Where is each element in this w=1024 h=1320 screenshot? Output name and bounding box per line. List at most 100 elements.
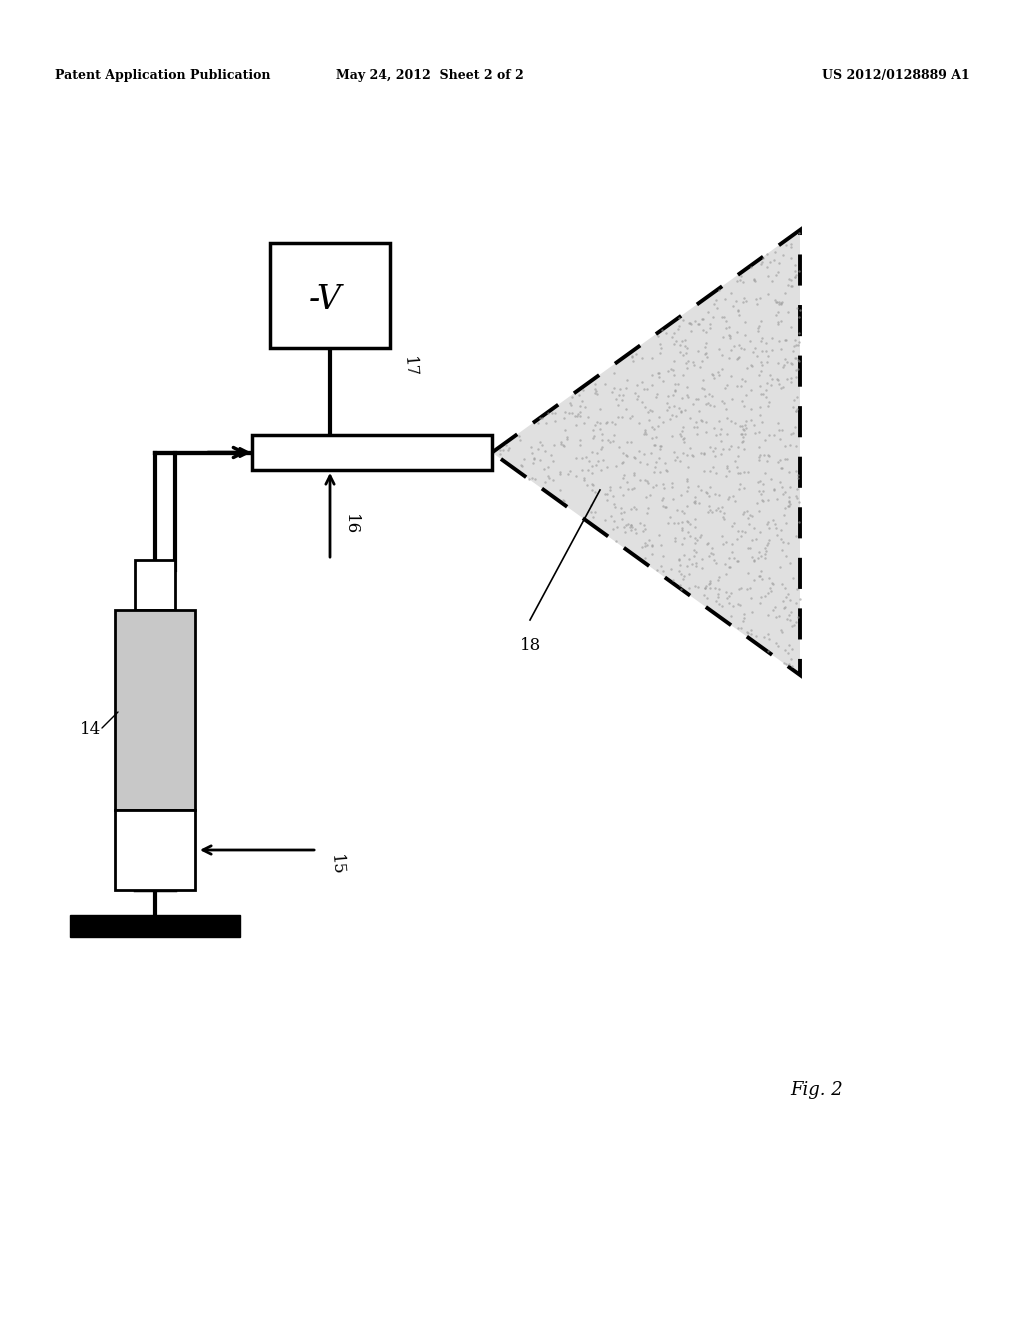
Point	[686, 354, 702, 375]
Point	[625, 405, 641, 426]
Point	[614, 451, 631, 473]
Point	[782, 372, 799, 393]
Point	[701, 395, 718, 416]
Point	[718, 564, 734, 585]
Point	[603, 506, 620, 527]
Point	[788, 486, 805, 507]
Point	[578, 446, 594, 467]
Point	[763, 581, 779, 602]
Point	[754, 412, 770, 433]
Point	[658, 459, 675, 480]
Point	[628, 523, 644, 544]
Point	[780, 486, 797, 507]
Point	[568, 405, 585, 426]
Point	[772, 378, 788, 399]
Point	[725, 294, 741, 315]
Point	[654, 560, 671, 581]
Point	[666, 322, 682, 343]
Point	[647, 474, 664, 495]
Point	[555, 434, 571, 455]
Point	[627, 383, 643, 404]
Point	[606, 424, 623, 445]
Point	[667, 531, 683, 552]
Point	[689, 577, 706, 598]
Text: Patent Application Publication: Patent Application Publication	[55, 69, 270, 82]
Point	[678, 352, 694, 374]
Point	[743, 546, 760, 568]
Point	[637, 420, 653, 441]
Point	[552, 462, 568, 483]
Point	[555, 490, 571, 511]
Point	[667, 528, 683, 549]
Point	[649, 384, 666, 405]
Point	[711, 362, 727, 383]
Point	[585, 474, 601, 495]
Point	[701, 496, 718, 517]
Point	[776, 640, 793, 661]
Point	[788, 578, 805, 599]
Point	[717, 553, 733, 574]
Point	[530, 438, 547, 459]
Point	[752, 364, 768, 385]
Point	[718, 466, 734, 487]
Point	[671, 315, 687, 337]
Point	[699, 393, 716, 414]
Point	[735, 438, 752, 459]
Point	[669, 499, 685, 520]
Point	[676, 544, 692, 565]
Point	[679, 496, 695, 517]
Point	[637, 536, 653, 557]
Point	[710, 583, 726, 605]
Point	[698, 587, 715, 609]
Point	[787, 335, 804, 356]
Point	[694, 309, 711, 330]
Point	[767, 597, 783, 618]
Point	[743, 623, 760, 644]
Point	[745, 550, 762, 572]
Point	[746, 337, 763, 358]
Point	[697, 577, 714, 598]
Point	[638, 487, 654, 508]
Point	[644, 400, 660, 421]
Point	[733, 375, 750, 396]
Point	[665, 359, 681, 380]
Point	[761, 446, 777, 467]
Point	[557, 420, 573, 441]
Point	[720, 488, 736, 510]
Point	[757, 463, 773, 484]
Point	[721, 593, 737, 614]
Point	[773, 573, 790, 594]
Point	[511, 425, 527, 446]
Point	[695, 379, 712, 400]
Point	[677, 399, 693, 420]
Point	[634, 520, 650, 541]
Point	[707, 293, 723, 314]
Point	[760, 282, 776, 304]
Point	[734, 424, 751, 445]
Bar	[135, 560, 175, 610]
Point	[655, 474, 672, 495]
Point	[783, 639, 800, 660]
Point	[568, 414, 585, 436]
Point	[650, 447, 667, 469]
Point	[664, 405, 680, 426]
Point	[732, 474, 749, 495]
Point	[729, 457, 745, 478]
Point	[736, 502, 753, 523]
Point	[696, 343, 713, 364]
Point	[718, 582, 734, 603]
Point	[688, 552, 705, 573]
Point	[668, 379, 684, 400]
Point	[714, 306, 730, 327]
Point	[787, 461, 804, 482]
Point	[776, 597, 793, 618]
Point	[702, 500, 719, 521]
Point	[742, 577, 759, 598]
Point	[792, 589, 808, 610]
Point	[714, 496, 730, 517]
Point	[674, 330, 690, 351]
Point	[687, 492, 703, 513]
Point	[792, 300, 808, 321]
Point	[609, 516, 626, 537]
Point	[751, 315, 767, 337]
